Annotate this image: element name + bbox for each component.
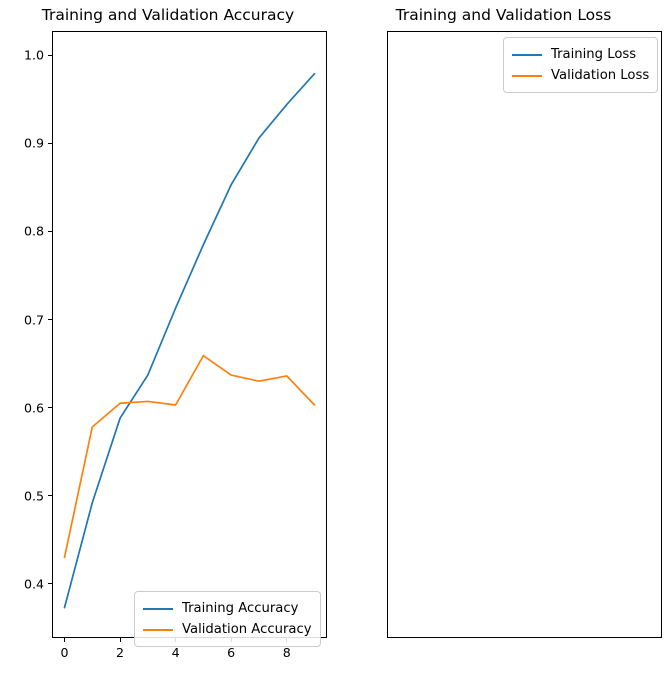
- legend-item-validation-accuracy: Validation Accuracy: [143, 619, 312, 640]
- accuracy-ytick-label: 0.5: [23, 488, 44, 504]
- accuracy-xtick-label: 8: [282, 645, 291, 660]
- legend-label-validation-accuracy: Validation Accuracy: [182, 622, 312, 637]
- loss-legend: Training Loss Validation Loss: [503, 37, 659, 93]
- accuracy-ytick-label: 1.0: [23, 47, 44, 63]
- legend-label-validation-loss: Validation Loss: [551, 68, 650, 83]
- accuracy-line-validation-accuracy: [63, 354, 316, 559]
- legend-item-training-loss: Training Loss: [512, 44, 649, 65]
- accuracy-ytick-mark: [48, 407, 52, 409]
- legend-line-validation-accuracy: [143, 628, 173, 631]
- accuracy-ytick-mark: [48, 230, 52, 232]
- legend-line-validation-loss: [512, 74, 542, 77]
- accuracy-line-training-accuracy: [63, 72, 316, 609]
- loss-series-layer: [336, 0, 671, 682]
- accuracy-ytick-mark: [48, 583, 52, 585]
- legend-item-validation-loss: Validation Loss: [512, 65, 649, 86]
- accuracy-ytick-label: 0.9: [23, 135, 44, 151]
- accuracy-xtick-label: 0: [60, 645, 69, 660]
- accuracy-ytick-label: 0.7: [23, 312, 44, 328]
- accuracy-chart-title: Training and Validation Accuracy: [41, 6, 295, 24]
- accuracy-ytick-mark: [48, 142, 52, 144]
- legend-line-training-accuracy: [143, 607, 173, 610]
- accuracy-ytick-mark: [48, 318, 52, 321]
- legend-label-training-accuracy: Training Accuracy: [182, 601, 299, 616]
- loss-plot-frame: [387, 31, 662, 638]
- accuracy-ytick-mark: [48, 54, 52, 56]
- accuracy-legend: Training Accuracy Validation Accuracy: [134, 591, 321, 647]
- accuracy-subplot: Training and Validation Accuracy 0.4 0.5 0…: [23, 6, 327, 660]
- accuracy-xtick-label: 6: [227, 645, 236, 660]
- accuracy-ytick-label: 0.8: [23, 223, 44, 239]
- accuracy-ytick-mark: [48, 495, 52, 497]
- loss-subplot: Training and Validation Loss 0.000.250.5…: [336, 0, 671, 682]
- accuracy-ytick-label: 0.6: [23, 400, 44, 416]
- accuracy-xtick-label: 2: [116, 645, 125, 660]
- accuracy-plot-frame: [52, 31, 327, 638]
- accuracy-xtick-label: 4: [171, 645, 180, 660]
- legend-label-training-loss: Training Loss: [551, 47, 637, 62]
- accuracy-xtick-mark: [63, 638, 66, 642]
- loss-chart-title: Training and Validation Loss: [395, 6, 612, 24]
- legend-line-training-loss: [512, 53, 542, 56]
- legend-item-training-accuracy: Training Accuracy: [143, 598, 312, 619]
- accuracy-xtick-mark: [119, 638, 121, 642]
- accuracy-ytick-label: 0.4: [23, 576, 44, 592]
